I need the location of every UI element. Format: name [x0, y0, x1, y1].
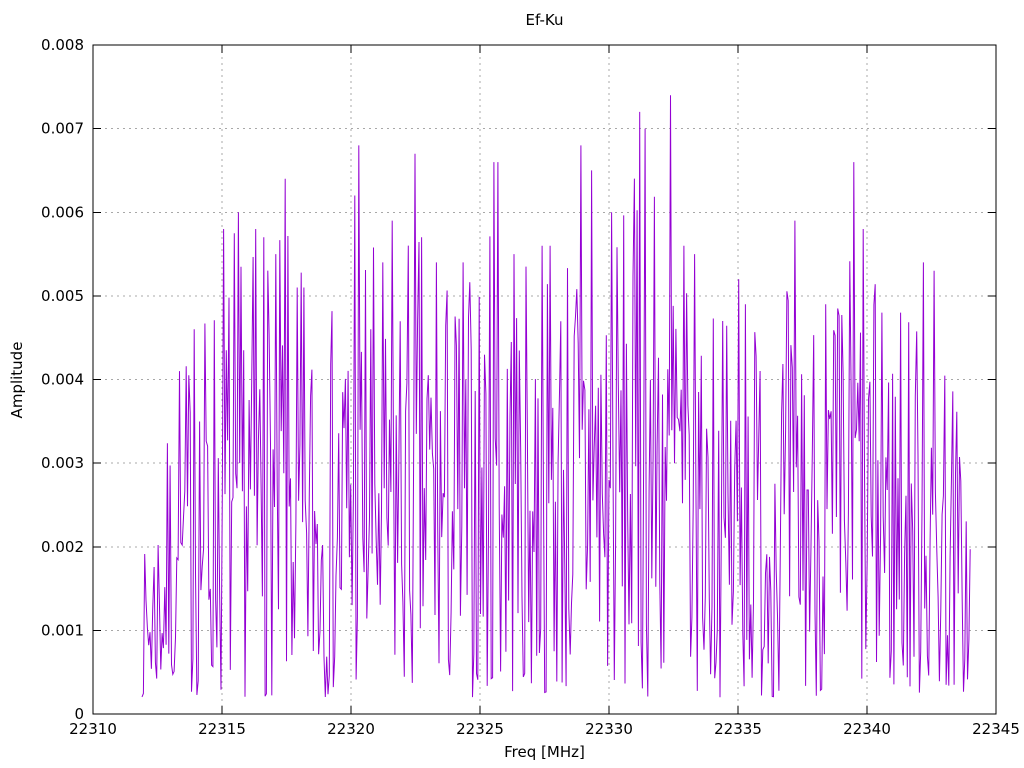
- x-tick-label: 22345: [972, 720, 1020, 738]
- y-tick-label: 0.002: [41, 538, 84, 556]
- x-tick-label: 22320: [327, 720, 375, 738]
- spectrum-trace: [141, 95, 971, 698]
- y-tick-label: 0.001: [41, 621, 84, 639]
- y-tick-label: 0.005: [41, 287, 84, 305]
- x-axis-title: Freq [MHz]: [504, 743, 585, 761]
- chart-title: Ef-Ku: [525, 11, 564, 29]
- x-tick-label: 22330: [585, 720, 633, 738]
- x-tick-label: 22325: [456, 720, 504, 738]
- x-tick-label: 22340: [843, 720, 891, 738]
- y-tick-label: 0.008: [41, 36, 84, 54]
- x-tick-label: 22335: [714, 720, 762, 738]
- y-tick-label: 0: [74, 705, 84, 723]
- y-tick-label: 0.007: [41, 120, 84, 138]
- x-tick-label: 22310: [69, 720, 117, 738]
- y-tick-label: 0.006: [41, 203, 84, 221]
- y-tick-label: 0.003: [41, 454, 84, 472]
- x-tick-label: 22315: [198, 720, 246, 738]
- y-tick-label: 0.004: [41, 371, 84, 389]
